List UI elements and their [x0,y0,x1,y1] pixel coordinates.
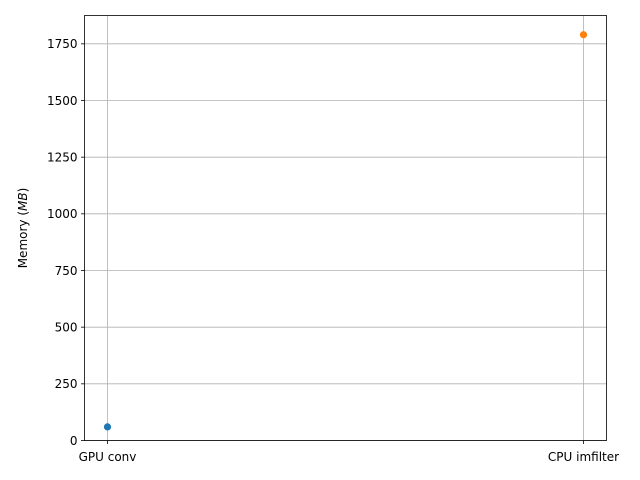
grid [84,15,607,441]
y-tick-label: 250 [55,377,78,391]
y-axis: 0 250 500 750 1000 1250 1500 1750 [47,37,85,448]
x-tick-label: CPU imfilter [548,450,619,464]
y-axis-label: Memory (MB) [16,188,30,269]
x-tick-label: GPU conv [79,450,137,464]
y-tick-label: 500 [55,320,78,334]
plot-frame [84,15,607,441]
y-tick-label: 1000 [47,207,78,221]
y-tick-label: 1250 [47,150,78,164]
y-tick-label: 0 [70,434,78,448]
y-tick-label: 1750 [47,37,78,51]
data-point [103,423,112,431]
y-tick-label: 1500 [47,94,78,108]
data-points [103,31,588,431]
y-tick-label: 750 [55,264,78,278]
x-axis: GPU conv CPU imfilter [79,440,619,464]
data-point [579,31,588,39]
